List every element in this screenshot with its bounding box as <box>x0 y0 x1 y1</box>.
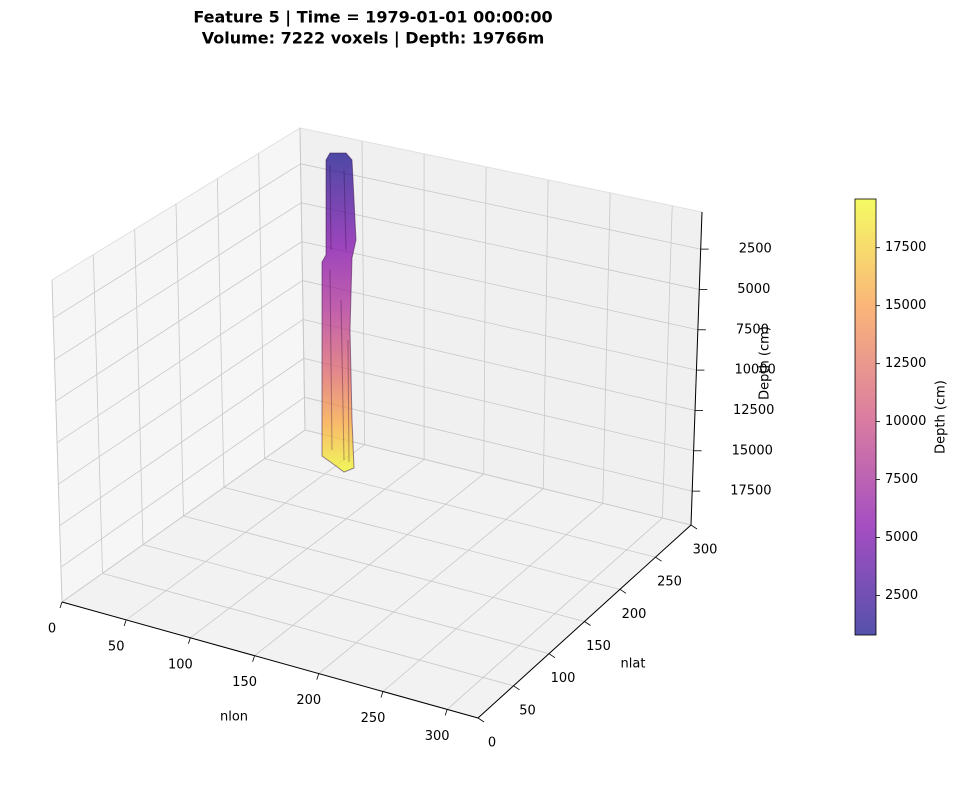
tick-mark <box>252 655 255 662</box>
y-tick-label: 300 <box>693 543 718 558</box>
grid-line <box>51 279 63 603</box>
grid-line <box>223 486 621 590</box>
grid-line <box>102 572 514 687</box>
grid-line <box>264 458 656 558</box>
grid-line <box>183 515 585 622</box>
z-tick-label: 7500 <box>736 322 769 337</box>
grid-line <box>304 396 693 492</box>
surface-edge <box>329 164 350 463</box>
colorbar <box>854 198 877 636</box>
y-tick-label: 0 <box>488 736 496 751</box>
grid-line <box>662 205 673 518</box>
x-axis-label: nlon <box>220 710 248 725</box>
grid-line <box>302 280 697 371</box>
x-axis-line <box>61 601 479 719</box>
x-tick-label: 50 <box>108 639 125 654</box>
grid-line <box>52 163 301 319</box>
tick-mark <box>444 709 448 716</box>
tick-mark <box>584 621 591 626</box>
grid-line <box>134 229 144 545</box>
grid-line <box>303 358 694 452</box>
grid-line <box>602 192 611 504</box>
colorbar-tick-label: 7500 <box>885 472 918 487</box>
colorbar-tick-label: 5000 <box>885 530 918 545</box>
z-tick-label: 15000 <box>732 443 773 458</box>
y-tick-label: 50 <box>519 703 536 718</box>
grid-line <box>300 163 701 250</box>
grid-line <box>175 203 184 517</box>
tick-mark <box>316 673 320 680</box>
grid-line <box>55 241 303 402</box>
grid-line <box>92 254 103 574</box>
z-tick-label: 17500 <box>730 484 771 499</box>
x-tick-label: 0 <box>48 622 56 637</box>
tick-mark <box>513 685 520 691</box>
y-tick-label: 200 <box>622 607 647 622</box>
grid-line <box>303 319 696 411</box>
colorbar-tick-label: 12500 <box>885 356 926 371</box>
z-axis-line <box>690 211 703 526</box>
grid-line <box>60 396 305 568</box>
x-tick-label: 200 <box>296 693 321 708</box>
z-axis-label: Depth (cm) <box>758 326 773 400</box>
x-tick-label: 150 <box>232 675 257 690</box>
tick-mark <box>477 717 485 723</box>
tick-mark <box>548 653 556 658</box>
grid-line <box>216 178 225 488</box>
x-tick-label: 100 <box>168 657 193 672</box>
colorbar-tick-label: 2500 <box>885 588 918 603</box>
grid-line <box>301 241 698 331</box>
chart-subtitle: Volume: 7222 voxels | Depth: 19766m <box>202 29 544 49</box>
grid-line <box>56 280 303 443</box>
colorbar-label: Depth (cm) <box>934 380 949 454</box>
grid-line <box>142 544 550 655</box>
z-tick-label: 12500 <box>733 403 774 418</box>
grid-line <box>54 202 302 361</box>
x-tick-label: 250 <box>361 711 386 726</box>
grid-line <box>301 202 700 290</box>
grid-line <box>304 429 692 526</box>
y-axis-line <box>477 524 692 719</box>
tick-mark <box>690 524 698 530</box>
axes-3d <box>51 127 709 723</box>
tick-mark <box>380 691 384 698</box>
grid-line <box>361 140 365 445</box>
grid-line <box>299 127 306 431</box>
chart-title: Feature 5 | Time = 1979-01-01 00:00:00 <box>193 8 552 28</box>
grid-line <box>58 319 304 485</box>
grid-line <box>258 153 265 459</box>
y-tick-label: 150 <box>586 639 611 654</box>
tick-mark <box>188 637 191 644</box>
feature-surface <box>321 152 357 473</box>
y-tick-label: 100 <box>551 671 576 686</box>
tick-mark <box>123 619 127 627</box>
z-tick-label: 2500 <box>739 242 772 257</box>
grid-line <box>483 166 487 474</box>
x-tick-label: 300 <box>425 729 450 744</box>
z-tick-label: 5000 <box>737 282 770 297</box>
grid-line <box>59 358 305 526</box>
colorbar-tick-label: 10000 <box>885 414 926 429</box>
colorbar-tick-label: 15000 <box>885 298 926 313</box>
y-axis-label: nlat <box>621 657 646 672</box>
colorbar-tick-label: 17500 <box>885 240 926 255</box>
grid-line <box>542 179 549 489</box>
z-tick-label: 10000 <box>734 363 775 378</box>
tick-mark <box>655 556 662 562</box>
tick-mark <box>59 601 63 609</box>
y-tick-label: 250 <box>657 575 682 590</box>
tick-mark <box>619 589 627 594</box>
